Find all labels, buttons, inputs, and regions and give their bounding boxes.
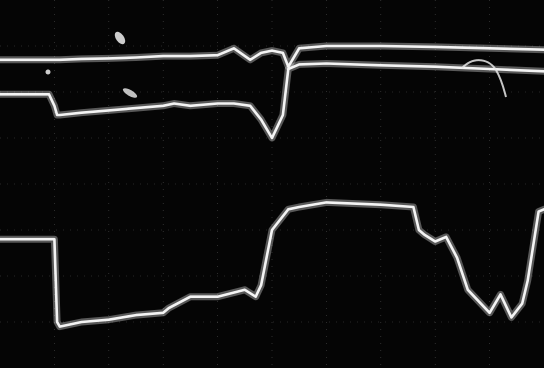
stray-fiber xyxy=(461,59,507,98)
glare-spot xyxy=(45,69,51,75)
trace-3 xyxy=(0,201,544,328)
glare-spot xyxy=(122,88,138,98)
glare-spot xyxy=(114,31,126,45)
trace-2 xyxy=(0,62,544,140)
screen-artifacts xyxy=(45,31,507,98)
traces xyxy=(0,42,544,331)
trace-1 xyxy=(0,44,544,68)
